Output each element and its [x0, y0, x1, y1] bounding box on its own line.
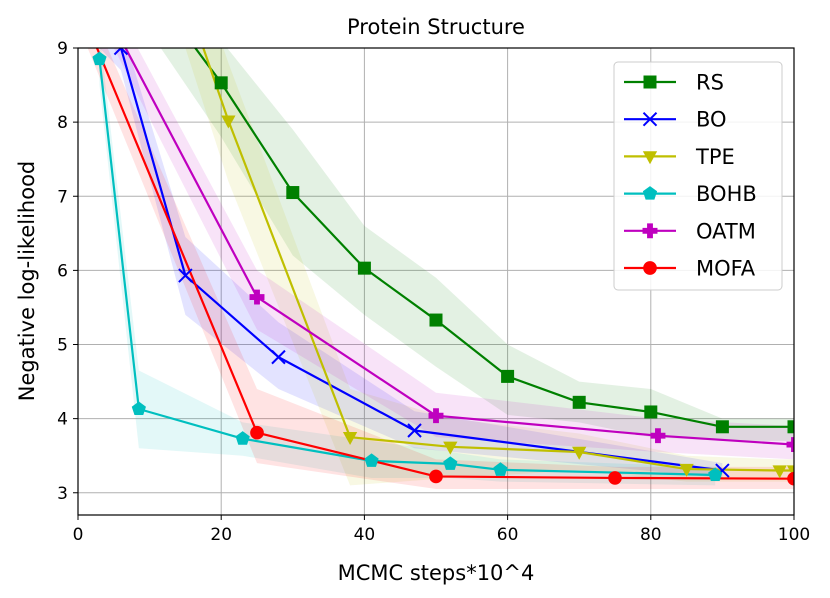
line-bo: [119, 48, 723, 472]
legend-marker-rs: [643, 75, 657, 89]
marker-bohb: [443, 456, 458, 470]
marker-bohb: [708, 467, 723, 482]
marker-tpe: [221, 115, 236, 129]
marker-mofa: [608, 471, 622, 485]
marker-bo: [271, 349, 286, 365]
marker-bohb: [235, 431, 250, 445]
line-tpe: [202, 48, 794, 472]
band-tpe: [185, 48, 794, 486]
legend-label-oatm: OATM: [696, 219, 756, 243]
chart-title: Protein Structure: [347, 15, 525, 39]
marker-bo: [178, 268, 193, 283]
x-tick-label: 80: [640, 525, 662, 545]
marker-oatm: [428, 408, 444, 424]
x-tick-label: 20: [210, 525, 232, 545]
marker-tpe: [178, 0, 192, 4]
x-tick-label: 60: [497, 525, 519, 545]
marker-rs: [715, 420, 729, 434]
marker-rs: [214, 76, 228, 90]
legend-marker-oatm: [642, 223, 658, 239]
x-axis-label: MCMC steps*10^4: [338, 561, 535, 585]
legend-label-bo: BO: [696, 108, 727, 132]
marker-mofa: [250, 425, 264, 440]
marker-bo: [407, 423, 422, 438]
marker-mofa: [75, 4, 89, 18]
marker-bo: [86, 19, 99, 32]
legend-label-tpe: TPE: [695, 145, 735, 169]
marker-bohb: [131, 401, 146, 416]
legend-marker-bohb: [642, 186, 658, 200]
y-tick-label: 8: [57, 113, 68, 133]
marker-tpe: [679, 463, 694, 477]
marker-rs: [357, 261, 371, 275]
x-tick-label: 40: [354, 525, 376, 545]
marker-bohb: [92, 51, 107, 66]
marker-rs: [429, 313, 443, 327]
marker-rs: [286, 186, 300, 200]
legend-label-rs: RS: [696, 71, 724, 95]
y-tick-label: 5: [57, 336, 68, 356]
x-axis-ticks: 0 20 40 60 80 100: [73, 515, 810, 545]
legend-label-mofa: MOFA: [696, 257, 756, 281]
marker-oatm: [249, 289, 265, 305]
marker-bo: [113, 48, 129, 56]
marker-mofa: [787, 471, 794, 486]
marker-rs: [572, 395, 586, 409]
band-bohb: [99, 48, 716, 486]
marker-tpe: [772, 465, 787, 479]
legend-marker-mofa: [643, 261, 657, 275]
marker-oatm: [106, 18, 121, 33]
marker-tpe: [443, 441, 458, 455]
y-axis-ticks: 3 4 5 6 7 8 9: [57, 39, 78, 504]
marker-mofa: [429, 469, 443, 484]
y-axis-label: Negative log-likelihood: [15, 161, 39, 402]
marker-bohb: [364, 453, 379, 467]
plot-frame: [77, 47, 795, 516]
marker-tpe: [342, 431, 358, 445]
x-tick-label: 0: [73, 525, 84, 545]
y-tick-label: 9: [57, 39, 68, 59]
marker-rs: [501, 369, 515, 383]
marker-oatm: [786, 437, 794, 453]
x-tick-label: 100: [778, 525, 810, 545]
y-tick-label: 4: [57, 410, 68, 430]
legend-label-bohb: BOHB: [696, 182, 757, 206]
line-rs: [193, 48, 794, 428]
marker-rs: [644, 405, 658, 419]
y-tick-label: 6: [57, 261, 68, 281]
series-markers: [75, 0, 794, 486]
y-tick-label: 7: [57, 187, 68, 207]
legend-marker-bo: [642, 111, 658, 127]
marker-bohb: [493, 462, 508, 476]
marker-rs: [787, 420, 794, 434]
marker-oatm: [650, 428, 666, 444]
legend: RS BO TPE BOHB OATM MOFA: [613, 61, 783, 291]
legend-marker-tpe: [642, 151, 658, 165]
marker-tpe: [572, 446, 587, 460]
y-tick-label: 3: [57, 484, 68, 504]
